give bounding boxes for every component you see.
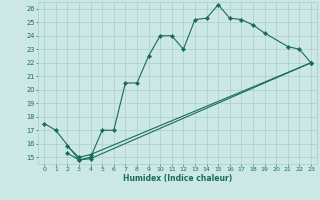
X-axis label: Humidex (Indice chaleur): Humidex (Indice chaleur) [123,174,232,183]
